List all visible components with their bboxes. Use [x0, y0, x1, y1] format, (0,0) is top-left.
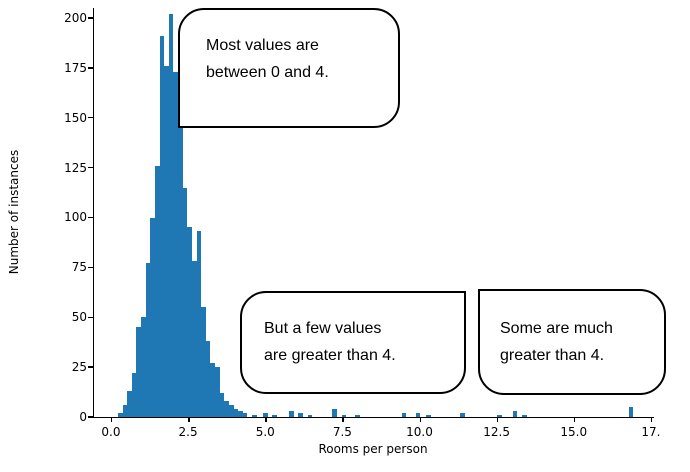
y-tick-mark: [87, 366, 93, 368]
histogram-bar: [252, 415, 257, 417]
y-tick-label: 150: [64, 110, 87, 125]
histogram-bar: [628, 407, 634, 417]
histogram-bar: [154, 165, 160, 417]
histogram-bar: [117, 413, 123, 417]
y-tick-label: 25: [71, 360, 87, 375]
y-tick-label: 0: [79, 410, 87, 424]
callout-text-line: greater than 4.: [500, 347, 605, 364]
histogram-bar: [426, 415, 432, 417]
histogram-bar: [191, 261, 197, 417]
histogram-bar: [307, 415, 313, 417]
histogram-bar: [127, 391, 132, 417]
histogram-bar: [355, 415, 361, 417]
y-tick-mark: [87, 266, 93, 269]
histogram-bar: [522, 415, 527, 417]
callout-much-greater: Some are much greater than 4.: [478, 289, 666, 395]
histogram-bar: [136, 327, 142, 417]
callout-text-line: But a few values: [264, 320, 382, 337]
x-tick-label: 10.0: [406, 425, 433, 439]
x-tick-label: 12.5: [483, 425, 510, 439]
plot-area: 0.0 2.5 5.0 7.5 10.0 12.5 15.0 17. 0 25 50 75 100 125…: [64, 8, 660, 439]
histogram-bar: [205, 341, 211, 417]
x-tick-mark: [496, 417, 499, 422]
histogram-bar: [141, 317, 146, 417]
histogram-bar: [131, 373, 137, 417]
histogram-bar: [298, 413, 304, 417]
y-tick-mark: [87, 17, 93, 19]
x-tick-mark: [650, 417, 653, 422]
x-tick-mark: [342, 417, 344, 422]
callout-text-line: between 0 and 4.: [206, 64, 329, 81]
histogram-bar: [159, 35, 165, 417]
y-tick-label: 75: [71, 260, 87, 275]
histogram-bar: [210, 363, 216, 417]
x-tick-label: 15.0: [560, 425, 588, 439]
callout-few-values: But a few values are greater than 4.: [240, 291, 466, 394]
histogram-bar: [168, 14, 174, 417]
x-tick-label: 2.5: [178, 425, 198, 439]
y-tick-mark: [87, 67, 93, 69]
callout-text-line: Most values are: [206, 37, 319, 54]
x-tick-label: 7.5: [332, 425, 352, 439]
callout-text-line: are greater than 4.: [264, 347, 396, 364]
histogram-bar: [201, 307, 206, 417]
histogram-bar: [178, 85, 183, 417]
histogram-bar: [196, 231, 202, 417]
x-tick-label: 5.0: [255, 425, 275, 439]
x-tick-mark: [188, 417, 190, 422]
histogram-bar: [272, 415, 277, 417]
x-tick-label: 17.: [641, 425, 661, 439]
histogram-bar: [262, 413, 268, 417]
y-tick-label: 50: [71, 310, 87, 325]
y-axis-label: Number of instances: [7, 149, 21, 275]
callout-text-line: Some are much: [500, 320, 613, 337]
x-tick-mark: [573, 417, 576, 422]
y-tick-mark: [87, 216, 93, 219]
y-tick-label: 175: [64, 60, 87, 75]
histogram-bar: [150, 217, 155, 417]
histogram-bar: [415, 413, 421, 417]
histogram-bar: [122, 405, 128, 417]
histogram-bar: [182, 187, 188, 417]
y-tick-label: 200: [64, 10, 87, 25]
y-tick-mark: [87, 316, 93, 318]
x-tick-mark: [419, 417, 421, 422]
callout-most-values: Most values are between 0 and 4.: [178, 8, 400, 128]
histogram-bar: [187, 227, 192, 417]
histogram-bar: [215, 367, 220, 417]
histogram-bar: [173, 71, 179, 417]
y-tick-mark: [87, 166, 93, 169]
histogram-bar: [341, 415, 347, 417]
histogram-bar: [401, 413, 407, 417]
x-tick-mark: [265, 417, 267, 422]
y-tick-label: 100: [64, 210, 87, 225]
histogram-bar: [219, 393, 225, 417]
histogram-bar: [238, 411, 243, 417]
histogram-bar: [289, 411, 294, 417]
histogram-bar: [233, 409, 239, 417]
histogram-bar: [145, 263, 151, 417]
x-tick-mark: [110, 417, 113, 422]
histogram-bar: [332, 409, 337, 417]
histogram-bar: [224, 401, 229, 417]
x-tick-label: 0.0: [101, 425, 121, 439]
histogram-bar: [164, 65, 169, 417]
y-tick-label: 125: [64, 160, 87, 175]
histogram-bar: [228, 405, 234, 417]
y-tick-mark: [87, 416, 93, 418]
histogram-bar: [497, 415, 503, 417]
histogram-bar: [242, 413, 248, 417]
histogram-bar: [460, 413, 466, 417]
histogram-bar: [512, 411, 518, 417]
y-tick-mark: [87, 116, 93, 119]
x-axis-label: Rooms per person: [318, 442, 428, 456]
